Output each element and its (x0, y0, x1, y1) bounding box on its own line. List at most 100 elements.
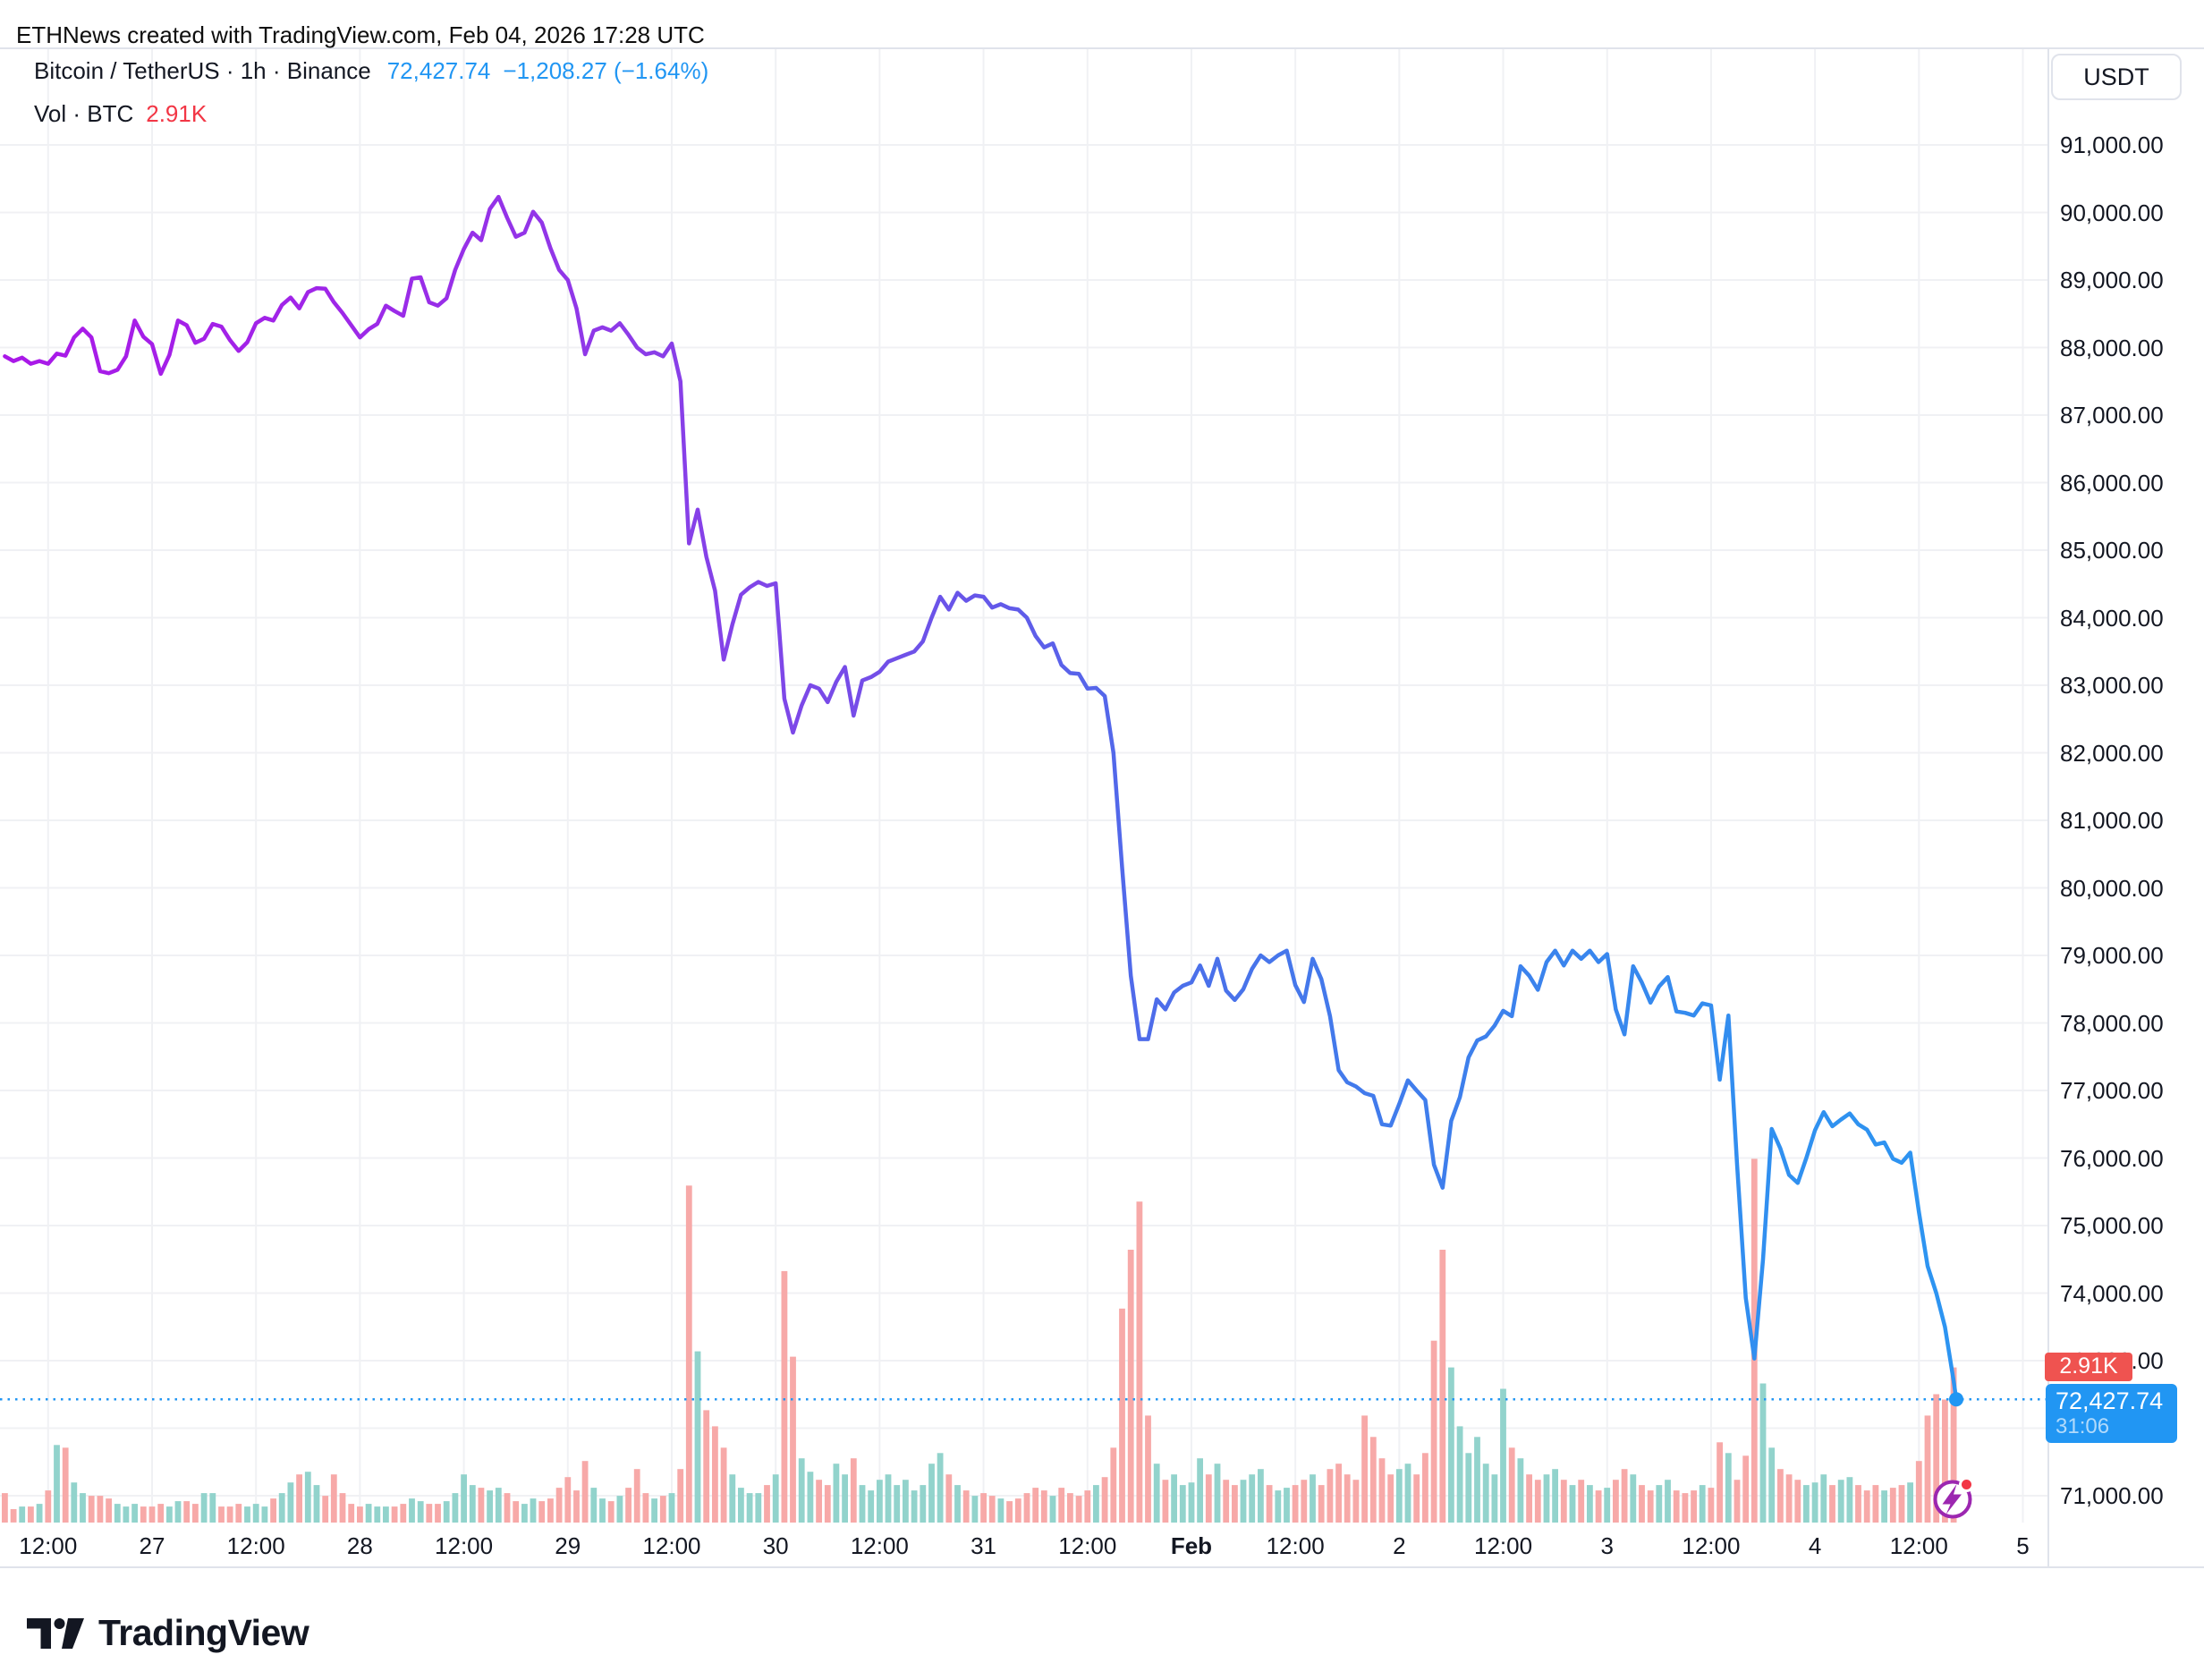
price-axis-label: 76,000.00 (2060, 1144, 2164, 1172)
volume-bar (1543, 1474, 1550, 1523)
volume-bar (521, 1504, 528, 1523)
volume-bar (261, 1506, 268, 1523)
volume-bar (1058, 1488, 1065, 1523)
volume-bar (426, 1504, 433, 1523)
volume-bar (1500, 1388, 1506, 1523)
volume-bar (1482, 1464, 1489, 1523)
volume-bar (1448, 1367, 1454, 1523)
volume-bar (755, 1493, 762, 1523)
volume-bar (1734, 1480, 1741, 1523)
time-axis-label: Feb (1170, 1532, 1213, 1559)
volume-bar (1898, 1485, 1905, 1523)
volume-bar (461, 1474, 467, 1523)
volume-bar (1768, 1447, 1776, 1523)
volume-bar (1136, 1201, 1143, 1523)
volume-indicator-label[interactable]: Vol · BTC (34, 100, 134, 127)
volume-bar (1630, 1474, 1637, 1523)
volume-bar (244, 1506, 250, 1523)
time-axis-label: 28 (346, 1532, 373, 1559)
volume-bar (1907, 1482, 1913, 1523)
volume-bar (555, 1488, 563, 1523)
volume-bar (235, 1504, 242, 1523)
price-axis-label: 79,000.00 (2060, 942, 2164, 969)
volume-bar (1456, 1426, 1463, 1523)
time-axis-label: 2 (1393, 1532, 1406, 1559)
volume-bar (1318, 1485, 1325, 1523)
volume-bar (1084, 1490, 1091, 1523)
volume-bar (962, 1490, 970, 1523)
volume-bar (106, 1498, 112, 1523)
volume-bar (538, 1501, 546, 1523)
volume-bar (1014, 1498, 1021, 1523)
volume-bar (945, 1474, 953, 1523)
volume-bar (1621, 1469, 1628, 1523)
volume-bar (374, 1506, 381, 1523)
lightning-bolt-icon (1942, 1484, 1962, 1515)
volume-bar (633, 1469, 640, 1523)
volume-bar (1855, 1485, 1861, 1523)
volume-bar (348, 1504, 355, 1523)
volume-bar (443, 1501, 450, 1523)
volume-bar (1665, 1480, 1671, 1523)
price-axis-label: 74,000.00 (2060, 1279, 2164, 1307)
volume-bar (824, 1485, 831, 1523)
legend-row-symbol: Bitcoin / TetherUS · 1h · Binance 72,427.… (34, 57, 708, 85)
volume-bar (114, 1504, 121, 1523)
time-axis-label: 12:00 (1058, 1532, 1117, 1559)
volume-bar (1439, 1250, 1446, 1523)
volume-bar (885, 1474, 892, 1523)
badge-price-value: 72,427.74 (2056, 1387, 2164, 1415)
price-axis-label: 90,000.00 (2060, 199, 2164, 226)
volume-bar (1803, 1485, 1810, 1523)
legend-last-price: 72,427.74 (386, 57, 491, 84)
symbol-title[interactable]: Bitcoin / TetherUS · 1h · Binance (34, 57, 371, 84)
volume-bar (1327, 1469, 1334, 1523)
volume-bar (1075, 1496, 1082, 1523)
volume-bar (1110, 1447, 1117, 1523)
volume-bar (1119, 1308, 1125, 1523)
volume-bar (1950, 1367, 1957, 1523)
volume-bar (850, 1458, 857, 1523)
volume-bar (1578, 1480, 1585, 1523)
volume-bar (1604, 1488, 1611, 1523)
volume-bar (642, 1493, 649, 1523)
volume-bar (1708, 1488, 1715, 1523)
volume-bar (1881, 1490, 1887, 1523)
volume-bar (1639, 1485, 1645, 1523)
time-axis-label: 12:00 (1889, 1532, 1948, 1559)
volume-bar (88, 1496, 95, 1523)
volume-bar (1924, 1415, 1931, 1523)
volume-bar (764, 1485, 770, 1523)
volume-bar (1067, 1493, 1073, 1523)
price-axis-label: 88,000.00 (2060, 334, 2164, 361)
volume-bar (607, 1501, 615, 1523)
volume-bar (19, 1506, 26, 1523)
volume-bar (547, 1498, 554, 1523)
volume-bar (720, 1447, 727, 1523)
price-axis-label: 83,000.00 (2060, 672, 2164, 699)
price-axis-label: 81,000.00 (2060, 807, 2164, 834)
currency-toggle-button[interactable]: USDT (2051, 54, 2182, 100)
volume-bar (1214, 1464, 1221, 1523)
tradingview-logo[interactable]: TradingView (27, 1612, 309, 1654)
volume-bar (435, 1504, 441, 1523)
volume-bar (1240, 1480, 1247, 1523)
volume-bar (383, 1506, 389, 1523)
volume-bar (1656, 1485, 1663, 1523)
volume-bar (62, 1447, 69, 1523)
volume-bar (997, 1498, 1005, 1523)
volume-bar (1127, 1250, 1134, 1523)
volume-bar (1023, 1493, 1030, 1523)
volume-bar (322, 1496, 329, 1523)
price-axis-label: 71,000.00 (2060, 1482, 2164, 1509)
price-axis-label: 85,000.00 (2060, 537, 2164, 564)
volume-bar (1352, 1480, 1360, 1523)
volume-bar (1474, 1437, 1480, 1523)
volume-bar (616, 1496, 623, 1523)
volume-bar (452, 1493, 459, 1523)
volume-bar (1301, 1480, 1308, 1523)
volume-bar (330, 1474, 337, 1523)
volume-bar (1759, 1383, 1767, 1523)
